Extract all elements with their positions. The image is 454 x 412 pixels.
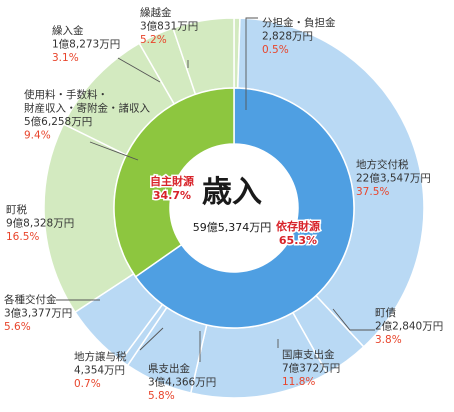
item-amount-6: 3億3,377万円 (4, 307, 72, 320)
item-percent-7: 16.5% (6, 231, 39, 243)
leader-line-2 (332, 308, 375, 331)
leader-line-8 (89, 141, 139, 161)
leader-line-5 (139, 327, 164, 351)
chart-total: 59億5,374万円 (193, 221, 272, 234)
item-percent-3: 11.8% (282, 376, 315, 388)
item-name-8-0: 使用料・手数料・ (24, 88, 108, 101)
item-amount-3: 7億372万円 (282, 362, 340, 375)
item-amount-7: 9億8,328万円 (6, 217, 74, 230)
item-amount-5: 4,354万円 (74, 365, 125, 377)
item-name-0: 分担金・負担金 (262, 16, 336, 29)
group-percent-dependent: 65.3% (279, 234, 317, 247)
item-amount-9: 1億8,273万円 (52, 38, 120, 51)
item-amount-4: 3億4,366万円 (148, 376, 216, 389)
item-percent-9: 3.1% (52, 52, 79, 64)
item-name-8-1: 財産収入・寄附金・諸収入 (24, 102, 150, 115)
item-name-6: 各種交付金 (4, 293, 57, 306)
center-hole (170, 144, 298, 272)
leader-line-9 (117, 57, 161, 83)
item-amount-0: 2,828万円 (262, 31, 313, 43)
item-name-2: 町債 (375, 306, 396, 319)
item-percent-8: 9.4% (24, 130, 51, 142)
group-label-dependent: 依存財源 (276, 219, 320, 233)
group-percent-independent: 34.7% (153, 189, 191, 202)
item-name-1: 地方交付税 (356, 158, 409, 171)
item-percent-6: 5.6% (4, 321, 31, 333)
item-name-5: 地方譲与税 (74, 350, 127, 363)
item-amount-1: 22億3,547万円 (356, 172, 431, 185)
item-name-9: 繰入金 (52, 24, 84, 37)
item-percent-5: 0.7% (74, 378, 101, 390)
item-name-3: 国庫支出金 (282, 348, 335, 361)
chart-title: 歳入 (202, 175, 262, 210)
item-name-10: 繰越金 (140, 6, 172, 19)
item-amount-8: 5億6,258万円 (24, 115, 92, 128)
item-name-7: 町税 (6, 203, 27, 216)
leader-line-0 (245, 17, 258, 110)
item-percent-2: 3.8% (375, 334, 402, 346)
group-label-independent: 自主財源 (150, 174, 194, 188)
item-percent-10: 5.2% (140, 34, 167, 46)
item-amount-10: 3億831万円 (140, 20, 198, 33)
item-percent-0: 0.5% (262, 44, 289, 56)
item-amount-2: 2億2,840万円 (375, 320, 443, 333)
item-percent-4: 5.8% (148, 390, 175, 402)
item-percent-1: 37.5% (356, 186, 389, 198)
item-name-4: 県支出金 (148, 362, 190, 375)
